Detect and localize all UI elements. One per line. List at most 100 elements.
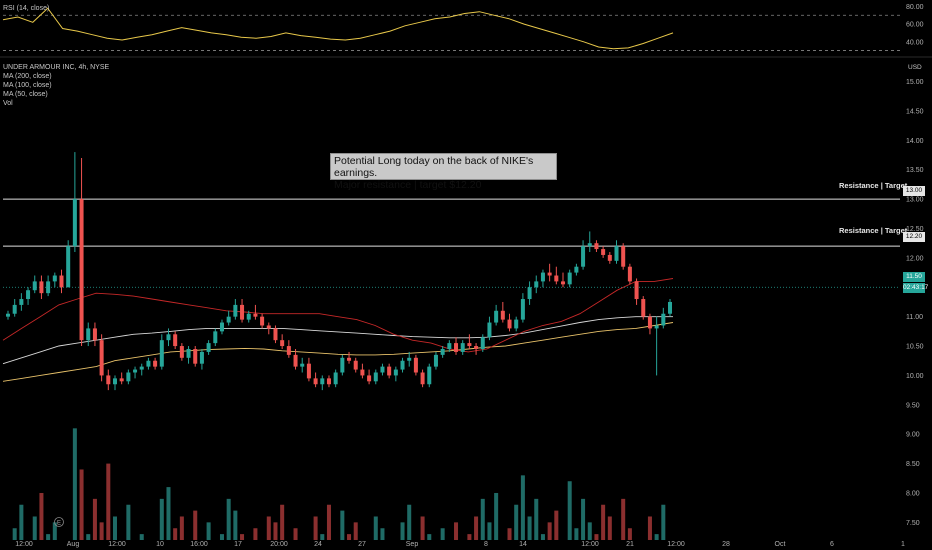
time-tick-label: Oct	[775, 541, 786, 548]
candle-body	[5, 313, 11, 317]
volume-bar	[313, 516, 318, 540]
time-tick-label: 10	[156, 541, 164, 548]
ma200-line	[2, 316, 673, 365]
rsi-pane[interactable]: 80.00 60.00 40.00	[2, 4, 924, 51]
candle-body	[240, 304, 245, 320]
candle-body	[413, 357, 418, 373]
candle-body	[286, 346, 291, 355]
candle-body	[126, 372, 131, 382]
candle-body	[179, 346, 184, 358]
volume-bar	[353, 522, 358, 540]
volume-bar	[554, 510, 559, 540]
volume-bar	[112, 516, 117, 540]
price-tick-label: 7.50	[906, 520, 920, 527]
symbol-title: UNDER ARMOUR INC, 4h, NYSE	[3, 64, 110, 71]
candle-body	[647, 316, 652, 329]
volume-bar	[480, 498, 485, 540]
candle-body	[527, 287, 532, 300]
volume-bars: E	[12, 428, 666, 540]
volume-bar	[193, 510, 198, 540]
candle-body	[119, 378, 124, 382]
main-legend: UNDER ARMOUR INC, 4h, NYSE MA (200, clos…	[3, 63, 109, 108]
volume-bar	[594, 534, 599, 540]
volume-bar	[380, 528, 385, 540]
price-tick-label: 14.50	[906, 108, 924, 115]
candle-body	[280, 340, 285, 347]
volume-bar	[86, 534, 91, 540]
time-tick-label: 17	[234, 541, 242, 548]
volume-bar	[19, 504, 24, 540]
candle-body	[587, 243, 592, 247]
candle-body	[561, 281, 566, 285]
candle-body	[133, 369, 138, 373]
candle-body	[52, 275, 57, 282]
volume-bar	[139, 534, 144, 540]
volume-bar	[173, 528, 178, 540]
annotation-callout[interactable]: Potential Long today on the back of NIKE…	[330, 153, 557, 191]
volume-bar	[494, 492, 499, 540]
candle-body	[627, 266, 632, 282]
price-tick-label: 12.00	[906, 255, 924, 262]
candle-body	[387, 366, 392, 376]
candle-body	[213, 331, 218, 344]
time-tick-label: 12:00	[108, 541, 126, 548]
candle-body	[367, 375, 372, 382]
resistance-lines[interactable]	[3, 198, 900, 288]
candle-body	[193, 348, 198, 364]
price-tick-label: 13.00	[906, 197, 924, 204]
time-tick-label: 24	[314, 541, 322, 548]
candle-body	[219, 322, 224, 332]
volume-bar	[106, 463, 111, 540]
candle-body	[454, 343, 459, 352]
candle-body	[326, 378, 331, 385]
earnings-marker-label: E	[57, 521, 61, 527]
candle-body	[427, 366, 432, 385]
volume-bar	[219, 534, 224, 540]
volume-bar	[567, 481, 572, 540]
ma100-legend: MA (100, close)	[3, 82, 52, 89]
volume-bar	[373, 516, 378, 540]
candle-body	[340, 357, 345, 373]
volume-bar	[340, 510, 345, 540]
volume-bar	[407, 504, 412, 540]
volume-bar	[92, 498, 97, 540]
candle-body	[273, 328, 278, 341]
candle-body	[300, 363, 305, 367]
volume-bar	[514, 504, 519, 540]
candle-body	[534, 281, 539, 288]
candlestick-series	[5, 152, 673, 391]
time-tick-label: 16:00	[190, 541, 208, 548]
ma50-legend: MA (50, close)	[3, 91, 48, 98]
time-tick-label: Aug	[67, 541, 80, 548]
candle-body	[86, 328, 91, 341]
volume-bar	[627, 528, 632, 540]
volume-bar	[126, 504, 131, 540]
candle-body	[320, 378, 325, 385]
volume-bar	[607, 516, 612, 540]
candle-body	[99, 340, 104, 376]
resistance-label-lower: Resistance | Target	[839, 226, 908, 235]
currency-label: USD	[908, 64, 922, 71]
candle-body	[547, 272, 552, 276]
rsi-tick-label: 60.00	[906, 22, 924, 29]
axes: 15.00 14.50 14.00 13.50 13.00 12.50 12.00 11.50…	[15, 79, 923, 548]
volume-bar	[661, 504, 666, 540]
candle-body	[39, 281, 44, 294]
countdown-tag: 02:43:17	[903, 283, 929, 293]
candle-body	[440, 348, 445, 355]
price-tick-label: 10.00	[906, 373, 924, 380]
candle-body	[373, 372, 378, 382]
candle-body	[507, 319, 512, 329]
candle-body	[540, 272, 545, 282]
volume-bar	[507, 528, 512, 540]
time-tick-label: 12:00	[15, 541, 33, 548]
candle-body	[92, 328, 97, 341]
volume-bar	[440, 528, 445, 540]
candle-body	[112, 378, 117, 385]
candle-body	[306, 363, 311, 379]
price-tick-label: 15.00	[906, 79, 924, 86]
candle-body	[226, 316, 231, 323]
candle-body	[246, 313, 251, 320]
candle-body	[433, 354, 438, 367]
